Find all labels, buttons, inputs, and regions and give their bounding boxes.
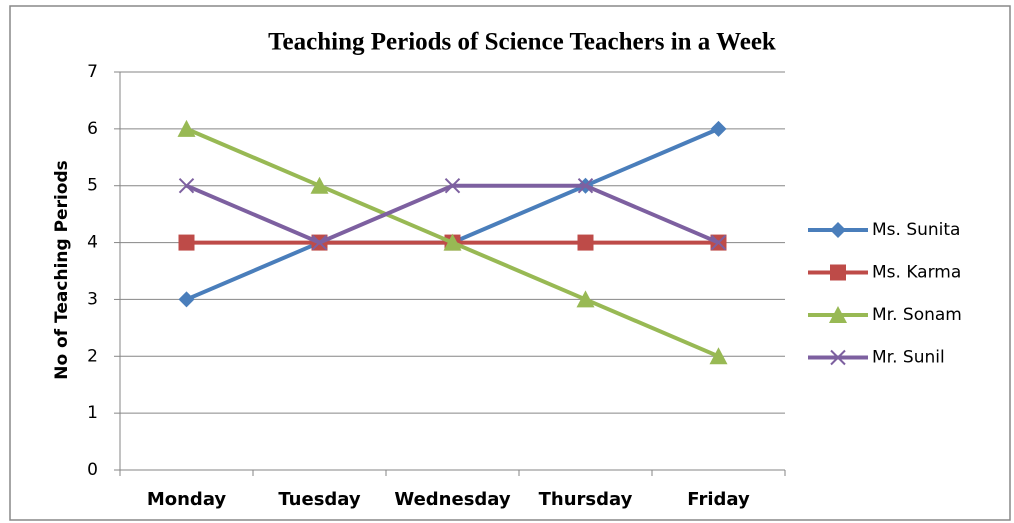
marker xyxy=(829,306,847,323)
y-tick-label: 7 xyxy=(87,62,98,82)
chart-frame xyxy=(9,5,1011,521)
y-tick-label: 3 xyxy=(87,289,98,309)
y-axis-label: No of Teaching Periods xyxy=(52,160,72,380)
x-tick-label: Thursday xyxy=(539,489,633,510)
x-tick-label: Monday xyxy=(147,489,227,510)
x-tick-label: Friday xyxy=(687,489,750,510)
marker xyxy=(710,120,727,137)
marker xyxy=(178,178,195,194)
marker xyxy=(311,234,328,251)
marker xyxy=(830,349,846,366)
marker xyxy=(178,234,195,251)
marker xyxy=(178,291,195,308)
marker xyxy=(577,234,594,251)
y-tick-label: 1 xyxy=(87,403,98,423)
y-tick-label: 4 xyxy=(87,233,98,253)
marker xyxy=(830,222,846,238)
y-tick-label: 6 xyxy=(87,119,98,139)
x-tick-label: Wednesday xyxy=(394,489,511,510)
chart-title: Teaching Periods of Science Teachers in … xyxy=(268,29,776,56)
legend-label: Ms. Karma xyxy=(872,263,961,283)
marker xyxy=(577,178,594,194)
marker xyxy=(310,176,329,194)
marker xyxy=(576,290,595,308)
marker xyxy=(709,347,728,365)
marker xyxy=(444,178,461,194)
x-tick-label: Tuesday xyxy=(278,489,361,510)
marker xyxy=(443,233,462,251)
marker xyxy=(177,119,196,137)
legend-label: Mr. Sonam xyxy=(872,305,962,325)
marker xyxy=(710,234,727,251)
y-tick-label: 0 xyxy=(87,460,98,480)
legend-label: Ms. Sunita xyxy=(872,220,960,240)
marker xyxy=(830,264,846,281)
y-tick-label: 5 xyxy=(87,176,98,196)
y-tick-label: 2 xyxy=(87,346,98,366)
legend-label: Mr. Sunil xyxy=(872,348,945,368)
